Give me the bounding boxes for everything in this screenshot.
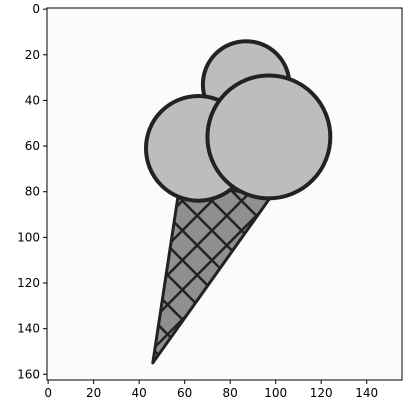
x-tick-label: 60	[177, 386, 192, 400]
y-tick-label: 0	[32, 2, 40, 16]
axes-frame	[46, 7, 403, 381]
waffle-line-up	[152, 182, 272, 363]
y-tick-label: 60	[25, 139, 40, 153]
x-tick-label: 20	[86, 386, 101, 400]
scoop-right	[205, 73, 333, 201]
x-tick-label: 40	[132, 386, 147, 400]
x-axis: 0 20 40 60 80 100 120 140	[44, 380, 378, 400]
x-tick-label: 80	[223, 386, 238, 400]
y-tick-label: 20	[25, 48, 40, 62]
y-tick-label: 140	[17, 322, 40, 336]
y-tick-label: 80	[25, 185, 40, 199]
x-tick-label: 0	[44, 386, 52, 400]
x-tick-label: 120	[310, 386, 333, 400]
waffle-line-up	[152, 182, 272, 363]
y-tick-label: 100	[17, 230, 40, 244]
x-tick-label: 100	[264, 386, 287, 400]
y-tick-label: 40	[25, 93, 40, 107]
x-tick-label: 140	[355, 386, 378, 400]
y-tick-label: 160	[17, 367, 40, 381]
y-tick-label: 120	[17, 276, 40, 290]
y-axis: 0 20 40 60 80 100 120 140 160	[17, 2, 47, 381]
